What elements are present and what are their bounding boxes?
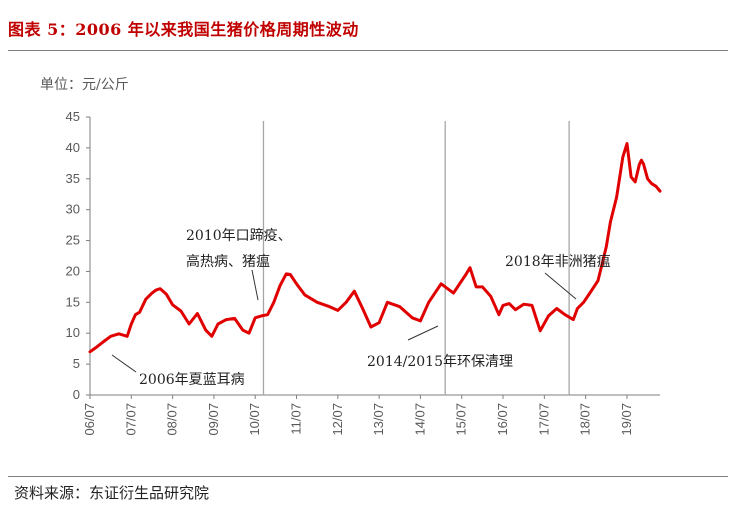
- x-tick-label: 09/07: [206, 403, 221, 436]
- annotation-2014-2015: 2014/2015年环保清理: [367, 354, 513, 370]
- y-tick-label: 45: [66, 109, 80, 124]
- annotation-leader: [111, 354, 137, 373]
- x-tick-label: 17/07: [536, 403, 551, 436]
- y-tick-label: 10: [66, 325, 80, 340]
- title-divider: [8, 50, 728, 51]
- x-tick-label: 06/07: [82, 403, 97, 436]
- x-tick-label: 13/07: [371, 403, 386, 436]
- annotation-leader: [544, 272, 577, 300]
- source-note: 资料来源：东证衍生品研究院: [14, 484, 210, 502]
- figure-title: 图表 5：2006 年以来我国生猪价格周期性波动: [8, 20, 359, 39]
- annotation-2018: 2018年非洲猪瘟: [505, 253, 611, 270]
- y-tick-label: 0: [73, 387, 80, 402]
- x-tick-label: 15/07: [454, 403, 469, 436]
- x-tick-label: 08/07: [165, 403, 180, 436]
- x-tick-label: 19/07: [619, 403, 634, 436]
- y-tick-label: 5: [73, 356, 80, 371]
- y-tick-label: 35: [66, 171, 80, 186]
- x-tick-label: 11/07: [289, 403, 304, 435]
- y-tick-label: 40: [66, 140, 80, 155]
- y-tick-label: 30: [66, 202, 80, 217]
- source-divider: [8, 476, 728, 477]
- y-tick-label: 15: [66, 294, 80, 309]
- x-tick-label: 10/07: [247, 403, 262, 436]
- x-tick-label: 14/07: [412, 403, 427, 436]
- y-tick-label: 25: [66, 233, 80, 248]
- annotation-blue-ear: 2006年夏蓝耳病: [139, 372, 245, 388]
- y-axis-label: 单位：元/公斤: [40, 77, 129, 93]
- x-tick-label: 07/07: [123, 403, 138, 436]
- annotation-2010-line1: 2010年口蹄疫、: [186, 227, 292, 244]
- annotation-leader: [251, 269, 259, 301]
- annotation-2010-line2: 高热病、猪瘟: [186, 253, 270, 270]
- x-tick-label: 18/07: [578, 403, 593, 436]
- x-tick-label: 12/07: [330, 403, 345, 436]
- x-tick-label: 16/07: [495, 403, 510, 436]
- annotation-leader: [407, 325, 439, 341]
- price-series-line: [88, 142, 662, 354]
- y-tick-label: 20: [66, 263, 80, 278]
